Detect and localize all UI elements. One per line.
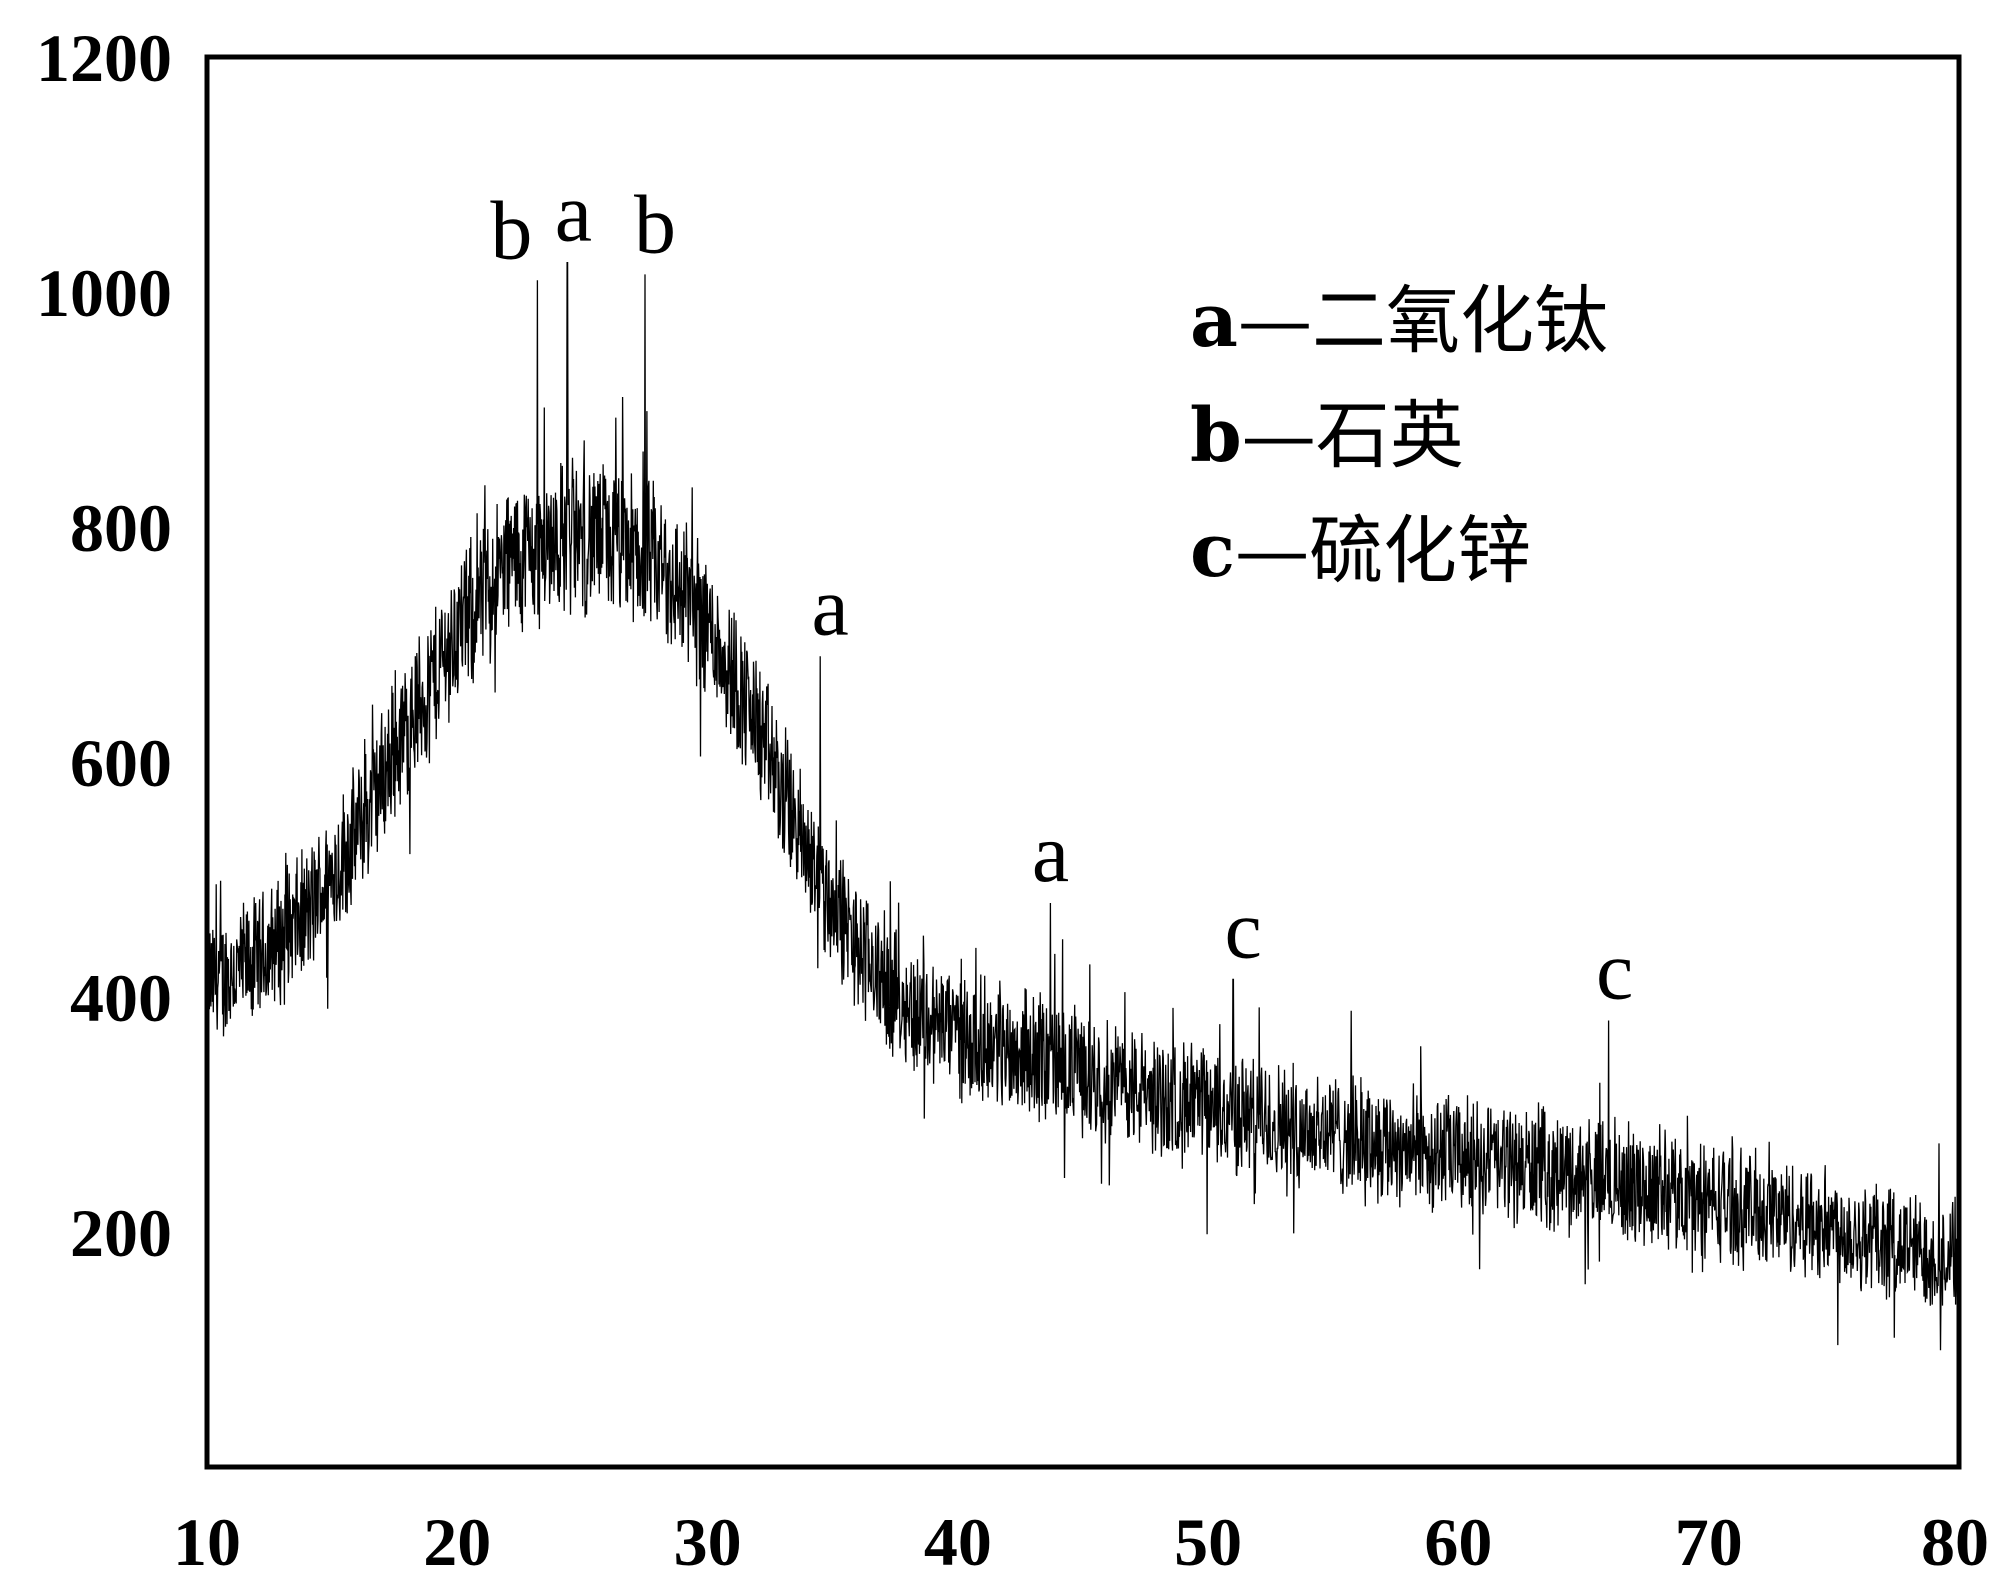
- legend-label-b: —石英: [1242, 393, 1464, 479]
- plot-frame: [204, 54, 1962, 1470]
- y-tick-label: 200: [70, 1195, 172, 1271]
- peak-label-a: a: [555, 167, 592, 260]
- legend: a—二氧化钛 b—石英 c—硫化锌: [1190, 278, 1608, 594]
- legend-key-a: a: [1190, 278, 1238, 364]
- legend-key-c: c: [1190, 508, 1235, 594]
- peak-label-c: c: [1225, 883, 1262, 976]
- x-tick-label: 50: [1174, 1504, 1242, 1580]
- y-tick-label: 400: [70, 960, 172, 1036]
- legend-entry-b: b—石英: [1190, 393, 1464, 479]
- legend-key-b: b: [1190, 393, 1242, 479]
- y-axis-ticks: 200 400 600 800 1000 1200: [36, 20, 172, 1271]
- x-tick-label: 60: [1424, 1504, 1492, 1580]
- legend-entry-c: c—硫化锌: [1190, 508, 1531, 594]
- x-tick-label: 80: [1921, 1504, 1989, 1580]
- peak-label-b: b: [490, 184, 532, 277]
- diffraction-pattern-line: [206, 261, 1960, 1351]
- peak-label-a: a: [1032, 807, 1069, 900]
- legend-entry-a: a—二氧化钛: [1190, 278, 1608, 364]
- x-tick-label: 10: [173, 1504, 241, 1580]
- legend-label-a: —二氧化钛: [1238, 278, 1608, 364]
- y-tick-label: 1200: [36, 20, 172, 96]
- peak-label-a: a: [812, 560, 849, 653]
- peak-label-c: c: [1596, 925, 1633, 1018]
- x-tick-label: 40: [924, 1504, 992, 1580]
- peak-label-b: b: [634, 178, 676, 271]
- x-axis-ticks: 10 20 30 40 50 60 70 80: [173, 1504, 1989, 1580]
- x-tick-label: 20: [423, 1504, 491, 1580]
- legend-label-c: —硫化锌: [1235, 508, 1531, 594]
- x-tick-label: 30: [674, 1504, 742, 1580]
- x-tick-label: 70: [1675, 1504, 1743, 1580]
- y-tick-label: 600: [70, 725, 172, 801]
- y-tick-label: 1000: [36, 255, 172, 331]
- y-tick-label: 800: [70, 490, 172, 566]
